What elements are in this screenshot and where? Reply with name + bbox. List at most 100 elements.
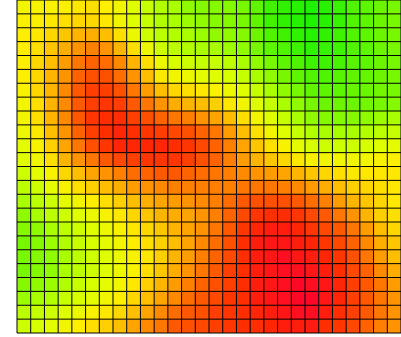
heatmap-cell — [58, 208, 73, 223]
heatmap-cell — [58, 83, 73, 98]
heatmap-cell — [373, 208, 388, 223]
heatmap-cell — [71, 208, 87, 223]
heatmap-cell — [195, 222, 210, 237]
heatmap-cell — [387, 277, 401, 292]
heatmap-cell — [181, 277, 196, 292]
heatmap-cell — [58, 69, 73, 84]
heatmap-cell — [318, 277, 333, 292]
heatmap-cell — [126, 249, 141, 265]
heatmap-cell — [305, 166, 320, 181]
heatmap-cell — [250, 0, 265, 15]
heatmap-cell — [373, 41, 388, 57]
heatmap-cell — [277, 235, 292, 251]
heatmap-cell — [387, 249, 401, 265]
heatmap-cell — [113, 138, 128, 154]
heatmap-cell — [222, 277, 237, 292]
heatmap-cell — [113, 249, 128, 265]
heatmap-cell — [209, 27, 224, 43]
heatmap-cell — [195, 208, 210, 223]
heatmap-cell — [332, 180, 347, 195]
heatmap-cell — [209, 277, 224, 292]
heatmap-cell — [373, 235, 388, 251]
heatmap-cell — [85, 13, 100, 29]
heatmap-cell — [181, 194, 196, 209]
heatmap-cell — [85, 263, 100, 279]
heatmap-cell — [113, 111, 128, 126]
heatmap-cell — [305, 69, 320, 84]
heatmap-cell — [291, 152, 306, 168]
heatmap-cell — [113, 41, 128, 57]
heatmap-cell — [209, 180, 224, 195]
heatmap-cell — [359, 249, 375, 265]
heatmap-cell — [30, 41, 45, 57]
heatmap-cell — [236, 13, 251, 29]
heatmap-cell — [332, 194, 347, 209]
heatmap-cell — [195, 13, 210, 29]
heatmap-cell — [209, 319, 224, 334]
heatmap-cell — [85, 69, 100, 84]
heatmap-cell — [154, 0, 169, 15]
heatmap-cell — [181, 27, 196, 43]
heatmap-cell — [222, 222, 237, 237]
heatmap-cell — [58, 235, 73, 251]
heatmap-cell — [71, 222, 87, 237]
heatmap-cell — [58, 0, 73, 15]
heatmap-cell — [113, 69, 128, 84]
heatmap-cell — [359, 208, 375, 223]
heatmap-cell — [359, 69, 375, 84]
heatmap-cell — [318, 166, 333, 181]
heatmap-cell — [30, 111, 45, 126]
heatmap-cell — [263, 291, 279, 306]
heatmap-cell — [140, 41, 155, 57]
heatmap-cell — [195, 291, 210, 306]
heatmap-cell — [181, 222, 196, 237]
heatmap-cell — [209, 69, 224, 84]
heatmap-cell — [181, 166, 196, 181]
heatmap-cell — [332, 0, 347, 15]
heatmap-cell — [167, 208, 183, 223]
heatmap-cell — [154, 194, 169, 209]
heatmap-cell — [222, 55, 237, 70]
heatmap-cells — [17, 0, 401, 334]
heatmap-cell — [85, 166, 100, 181]
heatmap-cell — [154, 97, 169, 112]
heatmap-cell — [195, 166, 210, 181]
heatmap-cell — [222, 83, 237, 98]
heatmap-cell — [154, 180, 169, 195]
heatmap-cell — [277, 166, 292, 181]
heatmap-cell — [30, 208, 45, 223]
heatmap-cell — [195, 27, 210, 43]
heatmap-cell — [209, 235, 224, 251]
heatmap-cell — [99, 235, 114, 251]
heatmap-cell — [332, 249, 347, 265]
heatmap-cell — [209, 152, 224, 168]
heatmap-cell — [58, 194, 73, 209]
heatmap-cell — [250, 194, 265, 209]
heatmap-cell — [71, 83, 87, 98]
heatmap-cell — [291, 69, 306, 84]
heatmap-cell — [305, 277, 320, 292]
heatmap-cell — [373, 194, 388, 209]
heatmap-cell — [181, 83, 196, 98]
heatmap-cell — [140, 152, 155, 168]
heatmap-cell — [113, 97, 128, 112]
heatmap-cell — [387, 222, 401, 237]
heatmap-cell — [113, 208, 128, 223]
heatmap-cell — [99, 0, 114, 15]
heatmap-cell — [291, 111, 306, 126]
heatmap-cell — [359, 152, 375, 168]
heatmap-cell — [140, 208, 155, 223]
heatmap-cell — [167, 180, 183, 195]
heatmap-cell — [44, 235, 59, 251]
heatmap-cell — [346, 235, 361, 251]
heatmap-cell — [222, 263, 237, 279]
heatmap-cell — [167, 235, 183, 251]
heatmap-cell — [113, 180, 128, 195]
heatmap-cell — [58, 222, 73, 237]
heatmap-cell — [85, 249, 100, 265]
heatmap-cell — [99, 83, 114, 98]
heatmap-cell — [346, 83, 361, 98]
heatmap-cell — [181, 41, 196, 57]
heatmap-cell — [359, 319, 375, 334]
heatmap-cell — [154, 111, 169, 126]
